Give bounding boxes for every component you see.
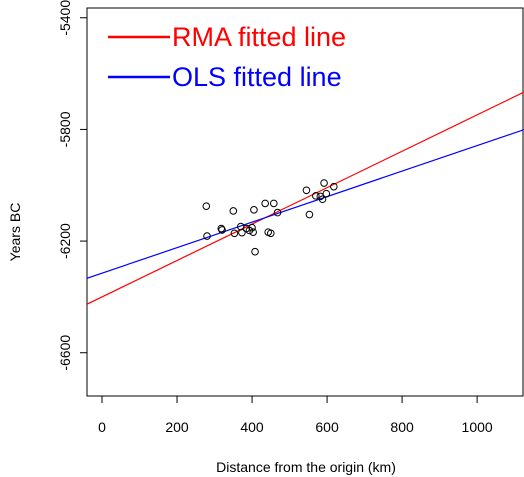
data-point [238, 228, 246, 237]
data-point [248, 223, 256, 232]
data-point [250, 206, 258, 214]
data-point [318, 195, 327, 204]
y-tick-label: -5400 [57, 0, 73, 36]
y-axis-title: Years BC [7, 203, 23, 262]
x-axis-title: Distance from the origin (km) [216, 459, 396, 475]
plot-frame [86, 7, 524, 397]
x-tick-label: 800 [390, 419, 414, 435]
legend-label: OLS fitted line [172, 62, 342, 92]
y-tick-label: -6600 [57, 335, 73, 371]
data-point [202, 202, 211, 210]
data-point [249, 228, 257, 236]
x-tick-label: 0 [98, 419, 106, 435]
data-point [251, 247, 259, 256]
data-point [267, 229, 275, 238]
data-point [230, 229, 239, 238]
data-point [305, 210, 314, 219]
x-tick-label: 400 [240, 419, 264, 435]
data-point [270, 199, 278, 208]
data-point [330, 182, 338, 191]
data-point [273, 208, 282, 217]
data-point [320, 179, 328, 187]
data-point [217, 224, 226, 233]
fitted-line-ols [87, 129, 524, 279]
data-point [218, 226, 226, 234]
data-point [302, 186, 311, 195]
data-point [322, 189, 331, 198]
fitted-line-rma [87, 91, 524, 305]
data-point [203, 232, 211, 240]
data-point [261, 199, 269, 208]
x-tick-label: 600 [315, 419, 339, 435]
y-tick-label: -6200 [57, 223, 73, 259]
data-point [229, 207, 238, 215]
y-tick-label: -5800 [57, 111, 73, 147]
fitted-lines [87, 91, 524, 305]
legend-label: RMA fitted line [172, 22, 346, 52]
plot-area: 0 200 400 600 800 1000 -5400 -5800 -6200 -6600 RMA… [57, 0, 524, 435]
x-tick-label: 200 [165, 419, 189, 435]
data-point [312, 192, 320, 200]
x-tick-label: 1000 [462, 419, 493, 435]
